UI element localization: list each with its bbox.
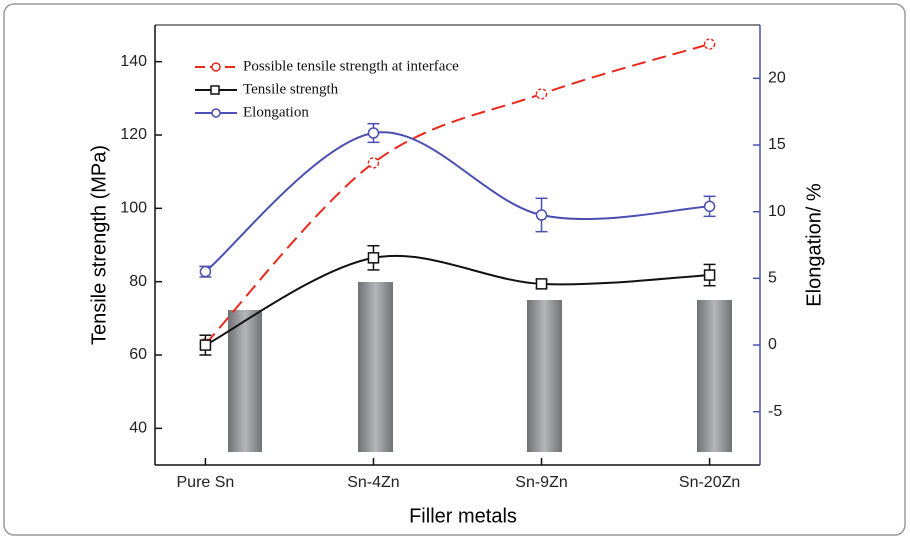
y2-tick-label: 20 xyxy=(768,70,786,87)
specimen-photo xyxy=(228,310,262,452)
y-tick-label: 120 xyxy=(120,126,147,143)
marker xyxy=(703,200,716,213)
marker xyxy=(199,265,212,278)
marker xyxy=(703,269,716,281)
legend-marker xyxy=(211,62,221,72)
marker xyxy=(703,38,716,50)
series-line xyxy=(204,131,710,273)
marker xyxy=(367,252,380,264)
y-tick-label: 100 xyxy=(120,200,147,217)
y-tick-label: 40 xyxy=(129,420,147,437)
y2-tick-label: 10 xyxy=(768,203,786,220)
x-axis-title: Filler metals xyxy=(409,505,517,527)
legend-label: Possible tensile strength at interface xyxy=(243,58,459,74)
specimen-photo xyxy=(358,282,393,452)
y2-axis-title: Elongation/ % xyxy=(803,183,825,307)
marker xyxy=(535,88,548,100)
x-tick-label: Sn-4Zn xyxy=(347,474,399,491)
x-tick-label: Sn-20Zn xyxy=(679,474,740,491)
marker xyxy=(367,127,380,139)
legend-marker xyxy=(211,108,221,118)
legend-label: Elongation xyxy=(243,104,309,120)
y-tick-label: 80 xyxy=(129,273,147,290)
marker xyxy=(199,339,212,351)
y2-tick-label: 0 xyxy=(768,336,777,353)
marker xyxy=(535,278,548,290)
series-line xyxy=(204,254,710,346)
y2-tick-label: -5 xyxy=(768,403,782,420)
y-tick-label: 140 xyxy=(120,53,147,70)
legend-marker xyxy=(210,85,220,95)
marker xyxy=(535,209,548,221)
y2-tick-label: 15 xyxy=(768,136,786,153)
specimen-photos xyxy=(228,282,732,452)
specimen-photo xyxy=(697,300,732,452)
y-axis-title: Tensile strength (MPa) xyxy=(88,145,110,345)
specimen-photo xyxy=(527,300,562,452)
marker xyxy=(367,157,380,169)
x-tick-label: Sn-9Zn xyxy=(515,474,567,491)
y-tick-label: 60 xyxy=(129,346,147,363)
x-tick-label: Pure Sn xyxy=(177,474,235,491)
legend-label: Tensile strength xyxy=(243,81,339,97)
y2-tick-label: 5 xyxy=(768,270,777,287)
